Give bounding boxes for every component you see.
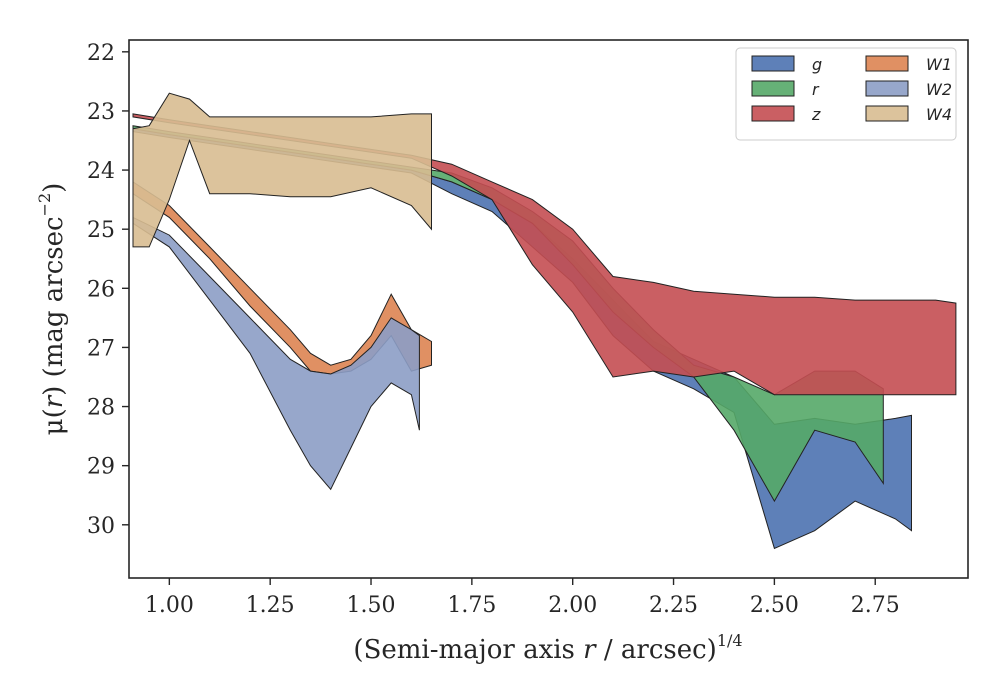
series-bands bbox=[132, 92, 957, 550]
y-tick-label: 29 bbox=[87, 455, 115, 480]
legend-swatch-z bbox=[751, 105, 795, 122]
x-tick-label: 2.50 bbox=[750, 593, 799, 618]
y-axis: 22 23 24 25 26 27 28 29 30 bbox=[87, 41, 129, 539]
x-tick-label: 2.00 bbox=[548, 593, 597, 618]
legend-swatch-w2 bbox=[865, 80, 909, 97]
x-tick-label: 2.25 bbox=[649, 593, 698, 618]
y-tick-label: 22 bbox=[87, 41, 115, 66]
band-w2 bbox=[132, 216, 420, 491]
x-tick-label: 1.50 bbox=[347, 593, 396, 618]
y-tick-label: 25 bbox=[87, 218, 115, 243]
legend-swatch-g bbox=[751, 55, 795, 72]
legend-label-r: r bbox=[812, 80, 820, 99]
legend-swatch-w1 bbox=[865, 55, 909, 72]
x-tick-label: 1.25 bbox=[246, 593, 295, 618]
plot-frame bbox=[128, 39, 969, 579]
legend-label-g: g bbox=[812, 55, 822, 74]
y-tick-label: 27 bbox=[87, 336, 115, 361]
legend-label-w2: W2 bbox=[926, 80, 952, 99]
x-tick-label: 1.00 bbox=[145, 593, 194, 618]
legend-swatch-w4 bbox=[865, 105, 909, 122]
y-tick-label: 24 bbox=[87, 159, 115, 184]
legend: grz W1 W2 W4 bbox=[735, 47, 957, 141]
legend-label-w4: W4 bbox=[926, 105, 952, 124]
y-tick-label: 30 bbox=[87, 514, 115, 539]
band-w4 bbox=[132, 92, 432, 248]
x-axis: 1.00 1.25 1.50 1.75 2.00 2.25 2.50 2.75 bbox=[145, 578, 900, 618]
y-tick-label: 28 bbox=[87, 396, 115, 421]
x-tick-label: 1.75 bbox=[447, 593, 496, 618]
legend-label-z: z bbox=[811, 105, 821, 124]
legend-swatch-r bbox=[751, 80, 795, 97]
legend-label-w1: W1 bbox=[926, 55, 952, 74]
band-w1 bbox=[132, 180, 432, 375]
y-axis-title: μ(r) (mag arcsec−2) bbox=[35, 183, 69, 436]
x-tick-label: 2.75 bbox=[851, 593, 900, 618]
y-tick-label: 23 bbox=[87, 100, 115, 125]
x-axis-title: (Semi-major axis r / arcsec)1/4 bbox=[353, 631, 742, 665]
y-tick-label: 26 bbox=[87, 277, 115, 302]
